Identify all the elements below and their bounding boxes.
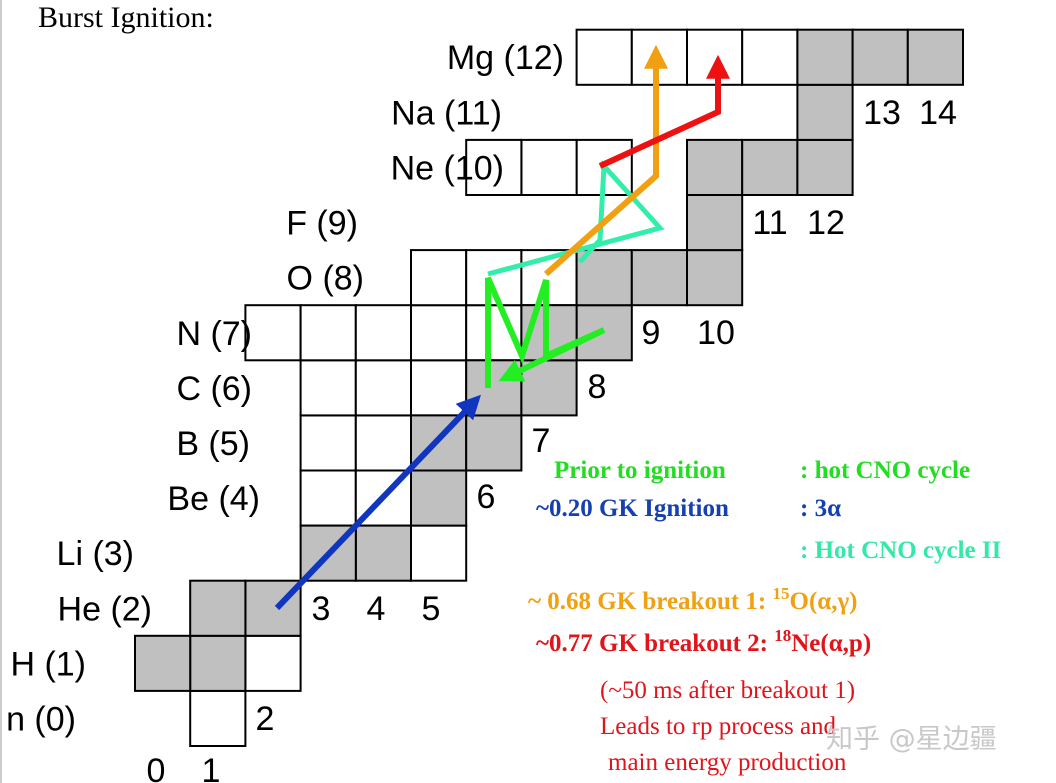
unstable-nucleus-n6-z10 [465,138,523,196]
unstable-nucleus-n3-z6 [299,359,357,417]
element-label-z4: Be (4) [167,480,260,518]
hot-cno-path [485,276,606,388]
neutron-label-6: 6 [477,478,496,516]
legend-ignition-desc: : 3α [800,495,841,522]
element-labels: n (0) H (1) He (2) Li (3) Be (4) B (5) C (6) N … [6,39,564,738]
neutron-label-10: 10 [697,314,735,352]
stable-nucleus-n4-z3 [354,524,412,582]
unstable-nucleus-n4-z5 [354,414,412,472]
unstable-nucleus-n5-z7 [410,304,468,362]
unstable-nucleus-n1-z0 [189,689,247,748]
stable-nucleus-n10-z10 [686,138,744,196]
neutron-label-0: 0 [147,752,166,783]
neutron-label-7: 7 [532,422,551,460]
stable-nucleus-n13-z12 [851,28,909,86]
unstable-nucleus-n7-z10 [520,138,578,196]
neutron-label-13: 13 [863,94,901,132]
legend-ignition-label: ~0.20 GK Ignition [536,495,729,522]
breakout2-path [598,54,730,169]
stable-nucleus-n12-z11 [796,83,854,141]
note-line-1: (~50 ms after breakout 1) [600,677,855,704]
element-label-z3: Li (3) [57,535,134,573]
legend-breakout1: ~ 0.68 GK breakout 1: 15O(α,γ) [528,584,858,615]
unstable-nucleus-n11-z12 [741,28,799,86]
stable-nucleus-n0-z1 [134,634,192,692]
diagram-title: Burst Ignition: [38,1,214,34]
watermark: 知乎 @星边疆 [826,724,997,755]
unstable-nucleus-n4-z7 [354,304,412,362]
element-label-z6: C (6) [176,370,252,408]
stable-nucleus-n12-z12 [796,28,854,86]
stable-nucleus-n5-z4 [410,469,468,527]
legend-breakout2: ~0.77 GK breakout 2: 18Ne(α,p) [536,626,871,657]
element-label-z8: O (8) [287,260,364,298]
element-label-z12: Mg (12) [447,39,564,77]
breakout1-path [544,44,668,277]
element-label-z2: He (2) [58,590,152,628]
unstable-nucleus-n4-z6 [354,359,412,417]
legend-hot-cno-ii-desc: : Hot CNO cycle II [800,537,1001,564]
element-label-z7: N (7) [176,315,252,353]
element-label-z1: H (1) [10,645,86,683]
element-label-z9: F (9) [286,205,358,243]
neutron-label-8: 8 [588,368,607,406]
neutron-label-3: 3 [312,590,331,628]
ignition-path-arrow [274,394,481,611]
unstable-nucleus-n5-z6 [410,359,468,417]
unstable-nucleus-n3-z4 [299,469,357,527]
stable-nucleus-n9-z8 [630,249,688,307]
stable-nucleus-n6-z5 [465,414,523,472]
stable-nucleus-n1-z2 [189,579,247,637]
unstable-nucleus-n5-z8 [410,249,468,307]
element-label-z10: Ne (10) [391,149,504,187]
neutron-label-1: 1 [202,752,221,783]
neutron-label-12: 12 [807,204,845,242]
unstable-nucleus-n10-z12 [686,28,744,86]
unstable-nucleus-n2-z7 [244,304,302,362]
unstable-nucleus-n8-z12 [575,28,633,86]
element-label-z0: n (0) [6,701,76,739]
neutron-label-4: 4 [367,590,386,628]
stable-nucleus-n10-z9 [686,194,744,252]
neutron-label-2: 2 [256,700,275,738]
unstable-nucleus-n9-z12 [630,28,688,86]
nuclide-grid [134,28,964,748]
element-label-z11: Na (11) [391,94,502,132]
neutron-label-9: 9 [642,314,661,352]
neutron-label-14: 14 [919,94,957,132]
legend-hot-cno-label: Prior to ignition [554,457,726,484]
element-label-z5: B (5) [176,425,250,463]
stable-nucleus-n6-z6 [465,359,523,417]
note-line-3: main energy production [608,749,847,776]
note-line-2: Leads to rp process and [600,713,837,740]
unstable-nucleus-n2-z1 [244,634,302,692]
stable-nucleus-n14-z12 [906,28,964,86]
stable-nucleus-n1-z1 [189,634,247,692]
neutron-label-11: 11 [752,204,787,242]
stable-nucleus-n11-z10 [741,138,799,196]
unstable-nucleus-n3-z5 [299,414,357,472]
stable-nucleus-n10-z8 [686,249,744,307]
legend-hot-cno-desc: : hot CNO cycle [800,457,970,484]
unstable-nucleus-n3-z7 [299,304,357,362]
stable-nucleus-n12-z10 [796,138,854,196]
unstable-nucleus-n5-z3 [410,524,468,582]
neutron-label-5: 5 [422,590,441,628]
